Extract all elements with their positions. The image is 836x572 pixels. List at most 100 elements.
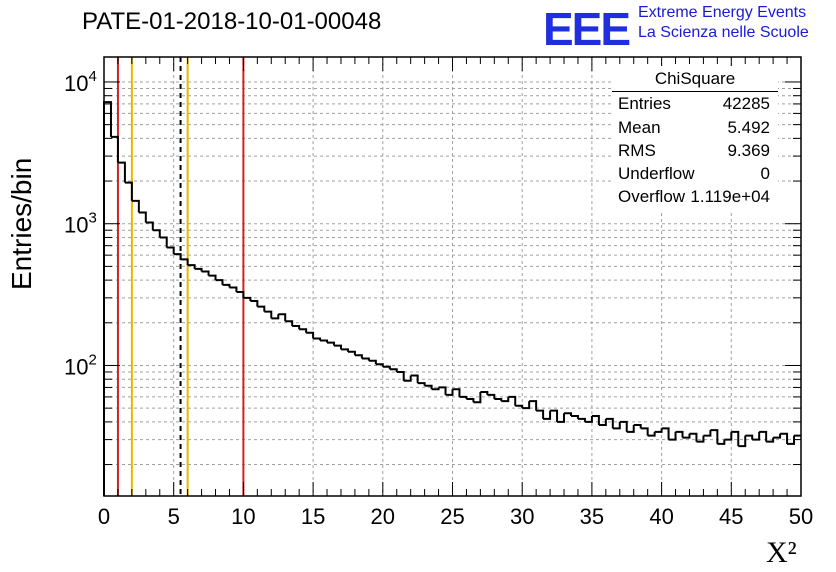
histogram-bin [215, 279, 224, 285]
x-tick-label: 45 [719, 504, 743, 529]
y-tick-label: 102 [64, 351, 97, 379]
stat-row-entries: Entries 42285 [618, 94, 770, 116]
chart-title: PATE-01-2018-10-01-00048 [82, 8, 382, 35]
histogram-bin [508, 395, 517, 406]
histogram-bin [368, 359, 377, 365]
histogram-bin [320, 339, 329, 343]
histogram-bin [152, 229, 161, 238]
x-tick-label: 15 [301, 504, 325, 529]
x-tick-label: 0 [98, 504, 110, 529]
histogram-bin [382, 365, 391, 370]
histogram-bin [347, 350, 356, 356]
histogram-bin [222, 283, 231, 288]
stat-value: 5.492 [727, 118, 770, 137]
histogram-bin [194, 267, 203, 272]
histogram-bin [334, 344, 342, 350]
histogram-bin [361, 357, 370, 361]
histogram-bin [138, 211, 147, 223]
histogram-bin [647, 431, 656, 437]
stat-name: Overflow [618, 187, 686, 206]
histogram-bin [480, 390, 489, 395]
histogram-bin [598, 418, 607, 427]
x-tick-label: 5 [168, 504, 180, 529]
histogram-bin [640, 427, 649, 436]
histogram-bin [522, 401, 531, 410]
histogram-bin [299, 328, 308, 333]
histogram-bin [278, 313, 287, 322]
histogram-bin [264, 310, 273, 319]
histogram-bin [473, 391, 482, 404]
histogram-bin [654, 428, 663, 433]
y-tick-label: 104 [64, 68, 97, 96]
stats-title: ChiSquare [654, 69, 736, 88]
histogram-bin [292, 324, 301, 330]
histogram-bin [166, 246, 175, 255]
histogram-bin [529, 400, 538, 411]
histogram-bin [145, 221, 154, 231]
histogram-bin [180, 258, 189, 266]
stat-row-mean: Mean 5.492 [618, 118, 770, 140]
stat-name: Entries [618, 94, 671, 113]
histogram-bin [605, 417, 614, 429]
marker-lines [116, 57, 245, 496]
histogram-bin [738, 435, 747, 448]
histogram-bin [536, 409, 545, 419]
logo-line-2: La Scienza nelle Scuole [638, 24, 809, 41]
histogram-bin [724, 431, 733, 441]
histogram-bin [710, 429, 719, 444]
x-axis-label: X² [766, 536, 797, 569]
histogram-bin [577, 417, 586, 422]
histogram-bin [752, 431, 761, 441]
histogram-bin [424, 384, 433, 390]
histogram-bin [780, 432, 789, 444]
y-tick-label: 103 [64, 210, 97, 238]
histogram-bin [543, 410, 552, 420]
x-tick-label: 30 [510, 504, 534, 529]
histogram-bin [131, 199, 140, 213]
histogram-series [103, 101, 801, 496]
histogram-bin [550, 409, 559, 422]
histogram-bin [452, 388, 461, 397]
histogram-bin [340, 348, 349, 352]
histogram-bin [327, 341, 336, 346]
histogram-bin [236, 290, 245, 298]
histogram-bin [313, 337, 322, 341]
histogram-bin [717, 439, 726, 445]
stat-value: 0 [760, 164, 770, 183]
grid-lines [104, 57, 801, 496]
histogram-bin [103, 101, 112, 496]
eee-logo: EEE [543, 3, 631, 55]
x-tick-label: 40 [649, 504, 673, 529]
histogram-bin [696, 435, 705, 443]
histogram-bin [703, 430, 712, 437]
stat-value: 9.369 [727, 141, 770, 160]
histogram-bin [501, 396, 510, 403]
histogram-bin [466, 398, 475, 403]
stat-value: 42285 [722, 94, 770, 113]
histogram-bin [487, 393, 496, 400]
histogram-bin [766, 437, 775, 443]
histogram-bin [396, 370, 405, 381]
histogram-bin [257, 305, 266, 312]
histogram-bin [682, 433, 691, 439]
histogram-bin [787, 435, 796, 445]
stat-row-rms: RMS 9.369 [618, 141, 770, 163]
y-axis-label: Entries/bin [6, 157, 37, 290]
histogram-bin [271, 314, 280, 320]
x-tick-label: 25 [440, 504, 464, 529]
histogram-bin [633, 424, 642, 429]
histogram-bin [173, 253, 182, 260]
histogram-bin [417, 382, 426, 386]
histogram-bin [584, 416, 593, 423]
histogram-bin [619, 420, 628, 432]
stat-name: Mean [618, 118, 661, 137]
axes: 0 5 10 15 20 25 30 35 40 45 50 102 103 104 [64, 56, 813, 529]
histogram-bin [731, 430, 740, 447]
stats-box: ChiSquare Entries 42285 Mean 5.492 RMS 9… [612, 66, 778, 212]
stat-row-overflow: Overflow 1.119e+04 [618, 187, 770, 209]
histogram-bin [668, 431, 677, 441]
histogram-bin [689, 432, 698, 442]
stat-value: 1.119e+04 [690, 187, 770, 206]
histogram-bin [675, 430, 684, 438]
